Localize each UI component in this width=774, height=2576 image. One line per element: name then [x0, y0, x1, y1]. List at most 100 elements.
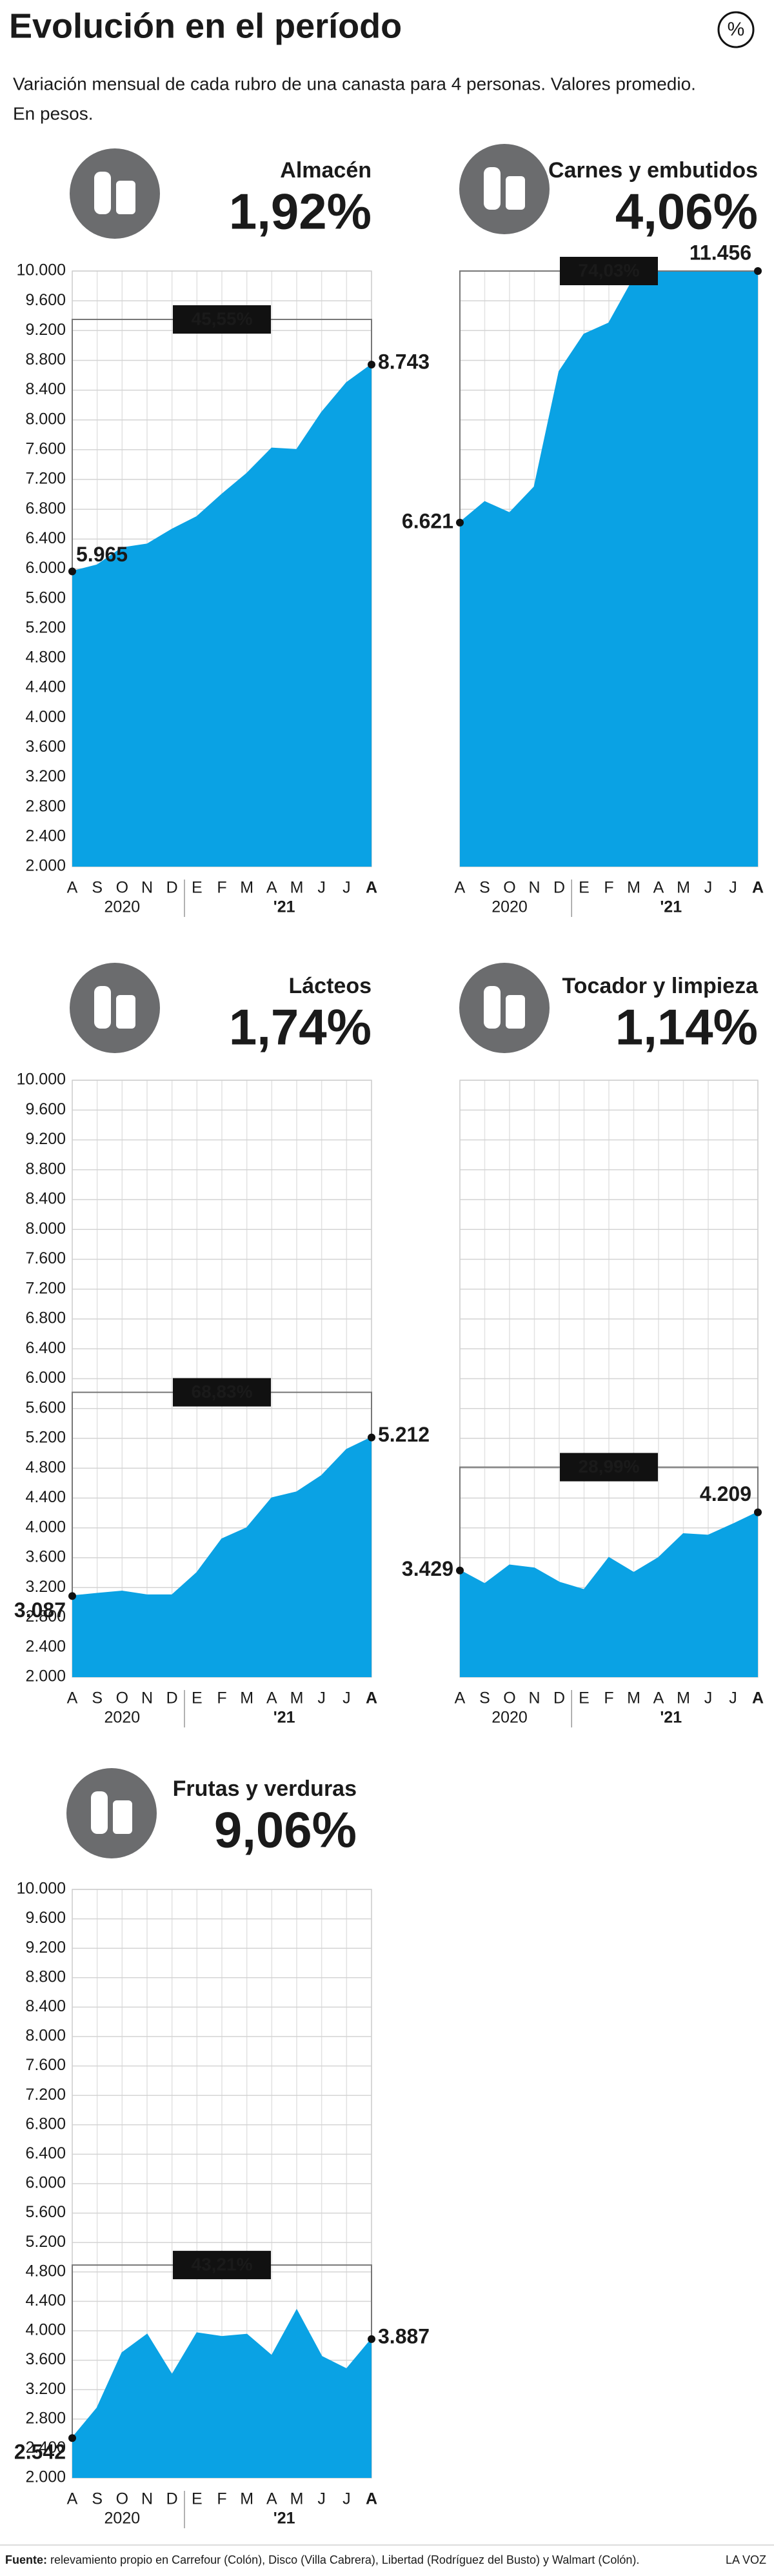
x-tick-label: E — [192, 2490, 203, 2508]
y-tick-label: 7.200 — [25, 1279, 66, 1297]
y-tick-label: 7.600 — [25, 2056, 66, 2074]
y-tick-label: 10.000 — [17, 1880, 66, 1898]
x-tick-label: M — [290, 879, 304, 897]
period-change: 45,55% — [192, 308, 253, 328]
variation: 1,74% — [229, 999, 372, 1056]
x-tick-label: S — [92, 1689, 103, 1707]
value-label: 3.087 — [14, 1598, 66, 1622]
y-tick-label: 9.200 — [25, 1130, 66, 1148]
y-tick-label: 6.800 — [25, 499, 66, 518]
y-tick-label: 6.000 — [25, 559, 66, 577]
y-tick-label: 4.000 — [25, 2321, 66, 2339]
icon-glyph — [484, 167, 501, 210]
x-tick-label: M — [677, 879, 690, 897]
point — [368, 361, 375, 369]
x-tick-label: J — [729, 1689, 737, 1707]
y-tick-label: 6.400 — [25, 2144, 66, 2162]
period-change: 43,21% — [192, 2254, 253, 2274]
x-tick-label: M — [240, 2490, 253, 2508]
y-tick-label: 7.600 — [25, 440, 66, 458]
x-tick-label: J — [342, 2490, 351, 2508]
y-tick-label: 2.800 — [25, 797, 66, 815]
area-line — [72, 364, 372, 572]
x-tick-label: S — [479, 879, 490, 897]
category-icon — [459, 144, 550, 234]
source-text: relevamiento propio en Carrefour (Colón)… — [50, 2553, 639, 2566]
chart-title: Almacén — [280, 158, 372, 183]
value-label: 2.542 — [14, 2440, 66, 2464]
x-tick-label: F — [217, 879, 226, 897]
x-tick-label: M — [290, 1689, 304, 1707]
x-tick-label: M — [240, 1689, 253, 1707]
x-tick-label: M — [627, 879, 640, 897]
y-tick-label: 4.400 — [25, 678, 66, 696]
x-tick-label: O — [116, 2490, 128, 2508]
y-tick-label: 8.800 — [25, 1160, 66, 1178]
period-bracket — [459, 270, 758, 523]
y-tick-label: 2.400 — [25, 827, 66, 845]
y-tick-label: 2.000 — [25, 857, 66, 875]
area-fill — [72, 2310, 372, 2478]
x-tick-label: F — [217, 1689, 226, 1707]
brand: LA VOZ — [726, 2553, 766, 2566]
y-tick-label: 4.400 — [25, 2291, 66, 2309]
x-tick-label: M — [290, 2490, 304, 2508]
x-tick-label: E — [192, 1689, 203, 1707]
percent-icon-label: % — [728, 19, 745, 40]
value-label: 3.429 — [402, 1557, 453, 1580]
x-tick-label: E — [579, 879, 590, 897]
point — [456, 518, 464, 527]
x-tick-label: D — [166, 1689, 178, 1707]
y-tick-label: 8.000 — [25, 410, 66, 428]
y-tick-label: 10.000 — [17, 1071, 66, 1089]
x-tick-label: N — [528, 879, 540, 897]
variation: 1,92% — [229, 183, 372, 240]
value-label: 5.212 — [378, 1423, 430, 1446]
year-label: 2020 — [104, 1709, 141, 1727]
year-label: 2020 — [104, 898, 141, 916]
point — [456, 1566, 464, 1575]
category-icon — [70, 963, 160, 1053]
value-label: 3.887 — [378, 2324, 430, 2348]
icon-glyph — [94, 986, 111, 1029]
year-label: 2020 — [491, 898, 528, 916]
y-tick-label: 2.400 — [25, 1637, 66, 1655]
y-tick-label: 4.000 — [25, 1518, 66, 1536]
point — [68, 2434, 76, 2442]
icon-glyph — [116, 995, 135, 1029]
source-label: Fuente: — [5, 2553, 47, 2566]
icon-glyph — [506, 995, 525, 1029]
y-tick-label: 8.800 — [25, 1967, 66, 1986]
y-tick-label: 2.000 — [25, 1667, 66, 1685]
x-tick-label: A — [455, 1689, 466, 1707]
chart-title: Lácteos — [289, 974, 372, 998]
y-tick-label: 9.200 — [25, 1938, 66, 1957]
x-tick-label: A — [653, 879, 664, 897]
year-label: '21 — [660, 898, 682, 916]
y-tick-label: 7.200 — [25, 470, 66, 488]
y-tick-label: 9.200 — [25, 321, 66, 339]
value-label: 5.965 — [76, 543, 128, 566]
x-tick-label: J — [342, 879, 351, 897]
y-tick-label: 8.000 — [25, 2027, 66, 2045]
variation: 9,06% — [214, 1802, 357, 1858]
y-tick-label: 7.600 — [25, 1249, 66, 1267]
x-tick-label: J — [729, 879, 737, 897]
x-tick-label: J — [317, 1689, 326, 1707]
category-icon — [459, 963, 550, 1053]
x-tick-label: S — [479, 1689, 490, 1707]
area-line — [72, 1436, 372, 1597]
x-tick-label: O — [503, 879, 515, 897]
y-tick-label: 6.800 — [25, 1309, 66, 1327]
x-tick-label: A — [67, 2490, 78, 2508]
x-tick-label: A — [266, 879, 277, 897]
y-tick-label: 8.400 — [25, 1997, 66, 2015]
page-title: Evolución en el período — [9, 6, 402, 45]
y-tick-label: 6.400 — [25, 529, 66, 547]
x-tick-label: A — [366, 2490, 377, 2508]
y-tick-label: 9.600 — [25, 291, 66, 309]
point — [68, 567, 76, 576]
x-tick-label: S — [92, 2490, 103, 2508]
